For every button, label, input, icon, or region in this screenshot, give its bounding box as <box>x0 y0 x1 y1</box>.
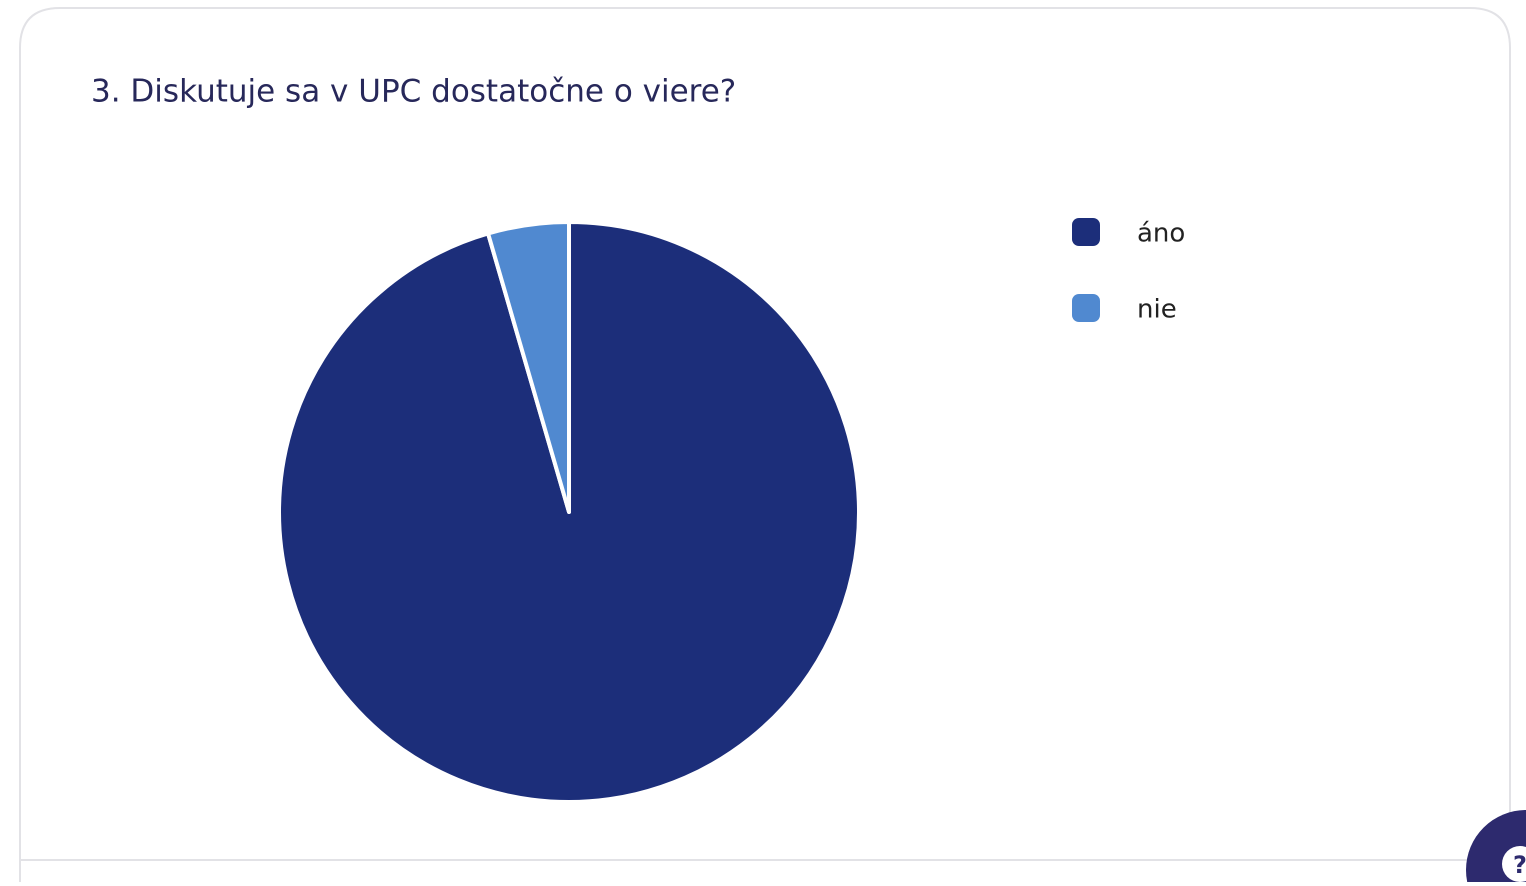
chart-title: 3. Diskutuje sa v UPC dostatočne o viere… <box>91 74 736 110</box>
pie <box>277 220 861 804</box>
help-icon[interactable] <box>1502 846 1526 882</box>
help-button[interactable]: ? <box>1466 810 1526 886</box>
help-label[interactable]: ? <box>1513 851 1526 879</box>
legend-swatch <box>1072 218 1100 246</box>
legend-swatch <box>1072 294 1100 322</box>
legend-label: áno <box>1137 219 1185 249</box>
legend-label: nie <box>1137 295 1177 325</box>
legend: áno nie <box>1072 218 1185 325</box>
pie-slice <box>486 220 571 514</box>
